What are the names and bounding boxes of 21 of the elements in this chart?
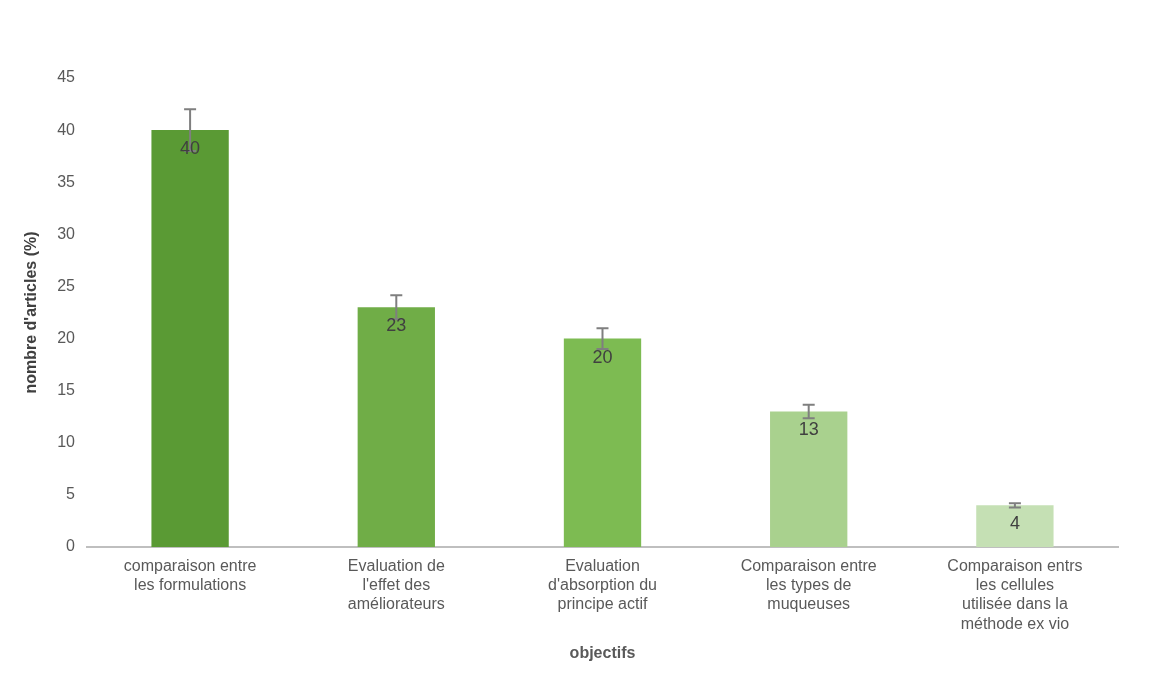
y-tick-label: 15 [57,381,76,399]
x-tick-label: Comparaison entre les types de muqueuses [740,557,877,613]
y-tick-label: 25 [57,276,76,294]
y-tick-label: 30 [57,224,76,242]
y-tick-label: 10 [57,433,76,451]
x-tick-label: Evaluation de l'effet des améliorateurs [347,557,445,613]
data-label: 13 [798,419,819,440]
y-axis-title: nombre d'articles (%) [22,231,40,394]
data-label: 4 [1009,513,1020,534]
y-tick-label: 45 [57,68,76,86]
x-tick-label: Comparaison entrs les cellules utilisée dans la méthode ex vio [947,557,1083,632]
x-tick-label: comparaison entre les formulations [123,557,257,594]
y-tick-label: 5 [66,485,76,503]
data-label: 23 [386,315,407,336]
y-tick-label: 40 [57,120,76,138]
y-tick-label: 0 [66,537,76,555]
y-tick-label: 20 [57,328,76,346]
data-label: 20 [592,346,613,367]
y-tick-label: 35 [57,172,76,190]
x-axis-title: objectifs [569,643,636,661]
x-tick-label: Evaluation d'absorption du principe actif [548,557,657,613]
